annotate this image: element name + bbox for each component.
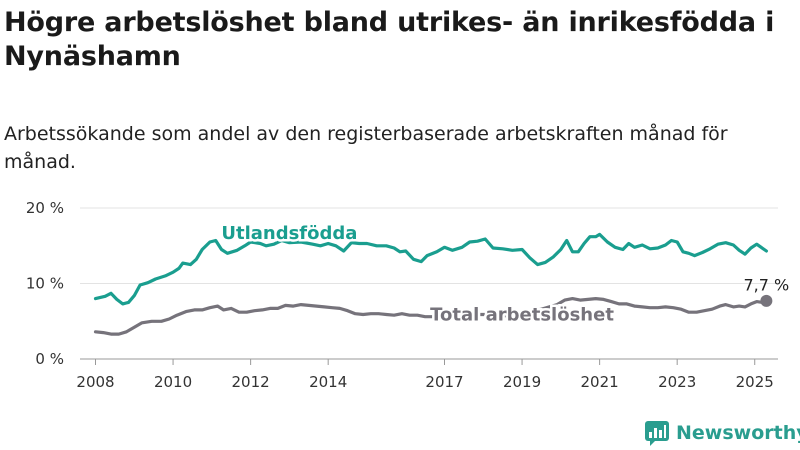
x-tick-label: 2023: [658, 373, 696, 391]
series-labels: Utlandsfödda Total arbetslöshet 7,7 %: [219, 220, 789, 328]
x-tick-label: 2012: [232, 373, 270, 391]
y-axis: 0 % 10 % 20 %: [26, 199, 64, 368]
chart-subtitle: Arbetssökande som andel av den registerb…: [4, 123, 728, 173]
brand-name: Newsworthy: [676, 422, 800, 444]
x-tick-label: 2017: [425, 373, 463, 391]
x-axis: 2008 2010 2012 2014 2017 2019 2021 2023 2025: [76, 359, 774, 391]
x-tick-label: 2025: [736, 373, 774, 391]
series-endpoint-marker: [760, 294, 773, 307]
x-tick-label: 2014: [309, 373, 347, 391]
series-line-utlandsfödda: [93, 232, 768, 306]
series-label: Utlandsfödda: [221, 223, 357, 244]
newsworthy-brand: Newsworthy: [644, 418, 800, 448]
x-tick-label: 2019: [503, 373, 541, 391]
series-lines: [93, 232, 773, 336]
y-tick-label: 10 %: [26, 275, 64, 293]
chart-title: Högre arbetslöshet bland utrikes- än inr…: [4, 7, 775, 72]
series-line-total-arbetslöshet: [93, 297, 768, 336]
y-tick-label: 0 %: [35, 350, 64, 368]
x-tick-label: 2010: [154, 373, 192, 391]
x-tick-label: 2021: [581, 373, 619, 391]
newsworthy-logo-icon: [645, 421, 669, 446]
gridlines: [80, 207, 778, 360]
series-label: Total arbetslöshet: [430, 304, 614, 325]
y-tick-label: 20 %: [26, 199, 64, 217]
end-value-label: 7,7 %: [743, 275, 789, 294]
x-tick-label: 2008: [76, 373, 114, 391]
